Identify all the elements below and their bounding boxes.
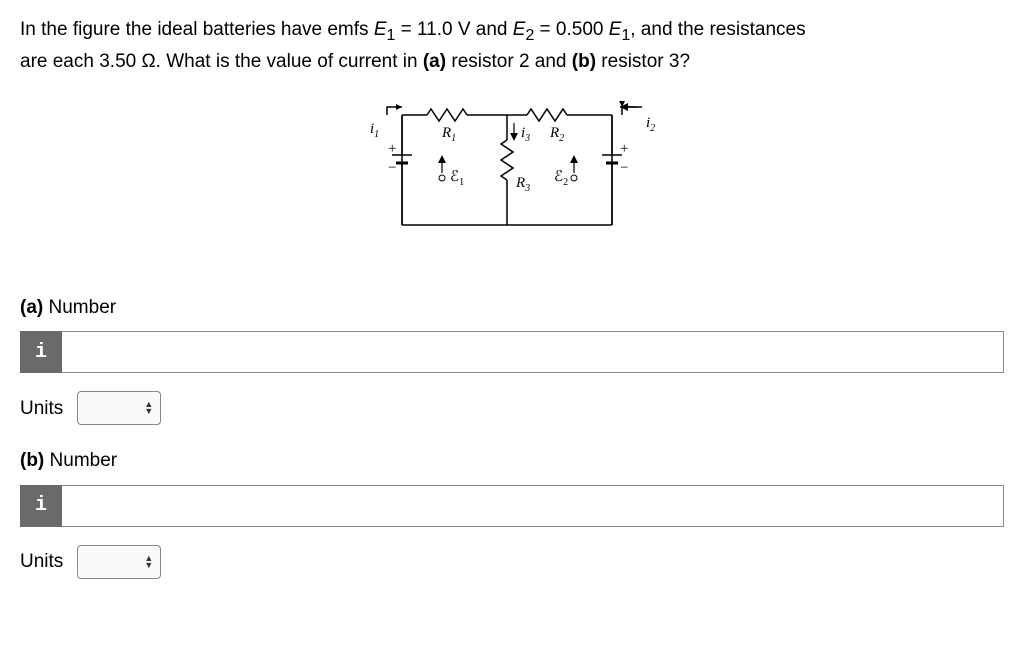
stepper-icon: ▲▼ xyxy=(144,401,152,415)
part-a-units-select[interactable]: ▲▼ xyxy=(77,391,161,425)
part-b-answer-row: i xyxy=(20,485,1004,527)
info-icon[interactable]: i xyxy=(20,485,62,527)
svg-text:−: − xyxy=(620,160,628,176)
svg-text:ℰ2: ℰ2 xyxy=(554,169,568,188)
svg-text:+: + xyxy=(620,141,628,157)
question-text: In the figure the ideal batteries have e… xyxy=(20,16,1004,75)
b-after: Number xyxy=(44,450,117,471)
b-rest: resistor 3? xyxy=(596,51,690,72)
part-b-units-row: Units ▲▼ xyxy=(20,545,1004,579)
svg-text:R2: R2 xyxy=(549,125,564,144)
svg-text:R3: R3 xyxy=(515,175,530,194)
i2s: 2 xyxy=(650,123,655,134)
part-a-units-row: Units ▲▼ xyxy=(20,391,1004,425)
e1b-sub: 1 xyxy=(621,27,630,44)
svg-text:i1: i1 xyxy=(370,121,379,140)
svg-text:i3: i3 xyxy=(521,125,530,144)
eq2: = 0.500 xyxy=(534,19,608,40)
e1b: E xyxy=(609,19,622,40)
emf2-sub: 2 xyxy=(563,177,568,188)
part-a-label: (a) Number xyxy=(20,294,1004,322)
svg-text:−: − xyxy=(388,160,396,176)
a-rest: resistor 2 and xyxy=(446,51,572,72)
q-line2-pre: are each 3.50 Ω. What is the value of cu… xyxy=(20,51,423,72)
e2-sub: 2 xyxy=(525,27,534,44)
a-after: Number xyxy=(43,297,116,318)
e1-sub: 1 xyxy=(387,27,396,44)
b-label: (b) xyxy=(20,450,44,471)
e1: E xyxy=(374,19,387,40)
a-bold: (a) xyxy=(423,51,446,72)
part-a-answer-row: i xyxy=(20,331,1004,373)
r1: R xyxy=(441,125,451,141)
r2s: 2 xyxy=(559,133,564,144)
q-post: , and the resistances xyxy=(630,19,805,40)
e2: E xyxy=(513,19,526,40)
q-text: In the figure the ideal batteries have e… xyxy=(20,19,374,40)
info-icon[interactable]: i xyxy=(20,331,62,373)
b-bold: (b) xyxy=(572,51,596,72)
svg-text:R1: R1 xyxy=(441,125,456,144)
emf1-sub: 1 xyxy=(459,177,464,188)
svg-text:+: + xyxy=(388,141,396,157)
r3: R xyxy=(515,175,525,191)
a-label: (a) xyxy=(20,297,43,318)
eq1: = 11.0 V and xyxy=(395,19,512,40)
part-b-input[interactable] xyxy=(62,485,1004,527)
b-units-label: Units xyxy=(20,548,63,576)
part-b-label: (b) Number xyxy=(20,447,1004,475)
r3s: 3 xyxy=(524,183,530,194)
i3s: 3 xyxy=(524,133,530,144)
svg-text:i2: i2 xyxy=(646,115,655,134)
stepper-icon: ▲▼ xyxy=(144,555,152,569)
emf2-sym: ℰ xyxy=(554,169,563,185)
emf1-sym: ℰ xyxy=(450,169,459,185)
i1s: 1 xyxy=(374,129,379,140)
part-b-units-select[interactable]: ▲▼ xyxy=(77,545,161,579)
r2: R xyxy=(549,125,559,141)
svg-text:ℰ1: ℰ1 xyxy=(450,169,464,188)
circuit-diagram: + − + − ℰ1 ℰ2 i1 i2 i3 R1 R2 R3 xyxy=(20,95,1004,254)
a-units-label: Units xyxy=(20,395,63,423)
part-a-input[interactable] xyxy=(62,331,1004,373)
r1s: 1 xyxy=(451,133,456,144)
